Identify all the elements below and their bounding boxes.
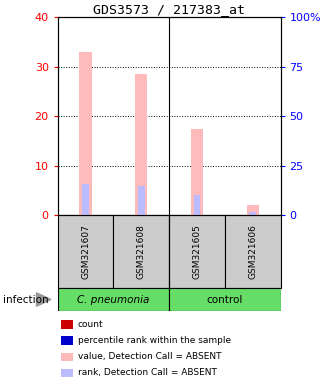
Bar — [135, 74, 148, 215]
Text: GSM321606: GSM321606 — [248, 224, 257, 279]
Text: GSM321608: GSM321608 — [137, 224, 146, 279]
Text: C. pneumonia: C. pneumonia — [77, 295, 149, 305]
Bar — [191, 129, 203, 215]
Polygon shape — [36, 293, 51, 306]
Text: rank, Detection Call = ABSENT: rank, Detection Call = ABSENT — [78, 368, 216, 377]
Bar — [194, 195, 200, 215]
Text: GSM321607: GSM321607 — [81, 224, 90, 279]
Bar — [169, 215, 225, 288]
Text: control: control — [207, 295, 243, 305]
Bar — [138, 186, 145, 215]
Bar — [82, 184, 89, 215]
Bar — [80, 52, 92, 215]
Bar — [169, 288, 280, 311]
Text: value, Detection Call = ABSENT: value, Detection Call = ABSENT — [78, 352, 221, 361]
Bar — [247, 205, 259, 215]
Bar — [58, 288, 169, 311]
Title: GDS3573 / 217383_at: GDS3573 / 217383_at — [93, 3, 245, 16]
Bar — [225, 215, 280, 288]
Bar — [249, 212, 256, 215]
Text: infection: infection — [3, 295, 49, 305]
Bar — [58, 215, 114, 288]
Text: count: count — [78, 320, 103, 329]
Bar — [114, 215, 169, 288]
Text: percentile rank within the sample: percentile rank within the sample — [78, 336, 231, 345]
Text: GSM321605: GSM321605 — [192, 224, 202, 279]
